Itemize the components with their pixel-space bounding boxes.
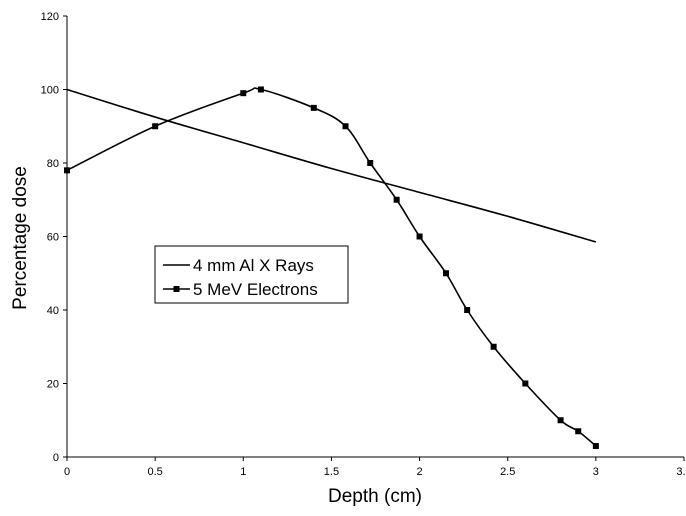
y-axis-ticks: 0 20 40 60 80 100 120: [41, 11, 67, 464]
data-point-5-mev-electrons: [393, 196, 400, 203]
x-axis-ticks: 0 0.5 1 1.5 2 2.5 3 3.5: [64, 457, 686, 478]
data-point-5-mev-electrons: [443, 270, 450, 277]
legend: 4 mm Al X Rays 5 MeV Electrons: [154, 245, 349, 304]
series-line-5-mev-electrons: [66, 87, 597, 447]
x-axis-title: Depth (cm): [328, 486, 422, 507]
y-tick-label: 120: [41, 11, 59, 23]
y-tick-label: 20: [47, 379, 59, 391]
legend-marker-electrons: [173, 286, 180, 292]
x-tick-label: 0: [64, 466, 70, 478]
x-tick-label: 3.5: [676, 466, 686, 478]
legend-box: [154, 245, 349, 304]
y-tick-label: 80: [47, 158, 59, 170]
x-tick-label: 1: [240, 466, 246, 478]
data-point-5-mev-electrons: [257, 86, 264, 93]
x-tick-label: 1.5: [324, 466, 339, 478]
x-tick-label: 3: [593, 466, 599, 478]
data-point-5-mev-electrons: [342, 123, 349, 130]
y-tick-label: 100: [41, 85, 59, 97]
x-tick-label: 0.5: [147, 466, 162, 478]
legend-label-electrons: 5 MeV Electrons: [193, 280, 318, 299]
data-point-5-mev-electrons: [240, 90, 247, 97]
y-axis-title: Percentage dose: [10, 166, 31, 310]
data-point-5-mev-electrons: [490, 343, 497, 350]
data-point-5-mev-electrons: [592, 442, 599, 449]
data-point-5-mev-electrons: [64, 167, 70, 174]
y-tick-label: 0: [53, 452, 59, 464]
x-tick-label: 2.5: [500, 466, 515, 478]
data-point-5-mev-electrons: [522, 380, 529, 387]
data-point-5-mev-electrons: [464, 307, 471, 313]
data-point-5-mev-electrons: [557, 417, 564, 424]
y-tick-label: 60: [47, 232, 59, 244]
x-tick-label: 2: [417, 466, 423, 478]
data-point-5-mev-electrons: [152, 123, 159, 130]
data-point-5-mev-electrons: [367, 160, 374, 166]
y-tick-label: 40: [47, 305, 59, 317]
series-line-4-mm-al-x-rays: [66, 88, 597, 243]
data-point-5-mev-electrons: [416, 233, 423, 240]
data-point-5-mev-electrons: [575, 428, 582, 435]
legend-label-x-rays: 4 mm Al X Rays: [193, 256, 314, 275]
series-layer: [64, 86, 599, 449]
data-point-5-mev-electrons: [310, 104, 317, 111]
